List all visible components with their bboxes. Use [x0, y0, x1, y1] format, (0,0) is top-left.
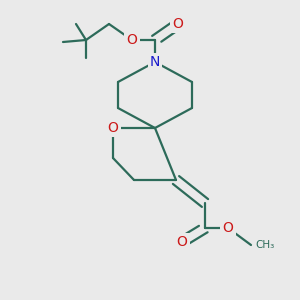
Text: O: O — [108, 121, 118, 135]
Text: N: N — [150, 55, 160, 69]
Text: O: O — [127, 33, 137, 47]
Text: O: O — [177, 235, 188, 249]
Text: O: O — [172, 17, 183, 31]
Text: O: O — [223, 221, 233, 235]
Text: CH₃: CH₃ — [255, 240, 274, 250]
